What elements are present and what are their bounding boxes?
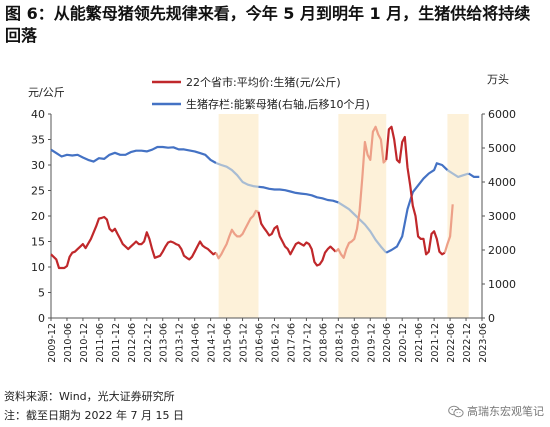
legend-price-label: 22个省市:平均价:生猪(元/公斤) [186,75,341,89]
x-tick-label: 2014-06 [191,323,202,363]
x-tick-label: 2012-12 [143,323,154,363]
right-tick-label: 4000 [488,176,516,189]
price-line-segment-3 [257,211,337,267]
sows-line-segment-5 [385,162,449,254]
x-tick-label: 2019-06 [350,323,361,363]
x-tick-label: 2009-12 [47,323,58,363]
price-line-segment-2 [215,209,259,260]
shaded-ranges [218,114,469,318]
sows-line-segment-4 [337,201,388,254]
x-tick-label: 2022-06 [446,323,457,363]
sows-line-segment-6 [446,169,470,178]
x-tick-label: 2021-06 [414,323,425,363]
legend-sows-label: 生猪存栏:能繁母猪(右轴,后移10个月) [186,97,370,111]
sows-line-segment-1 [50,145,217,164]
price-line-segment-4 [334,125,387,259]
shaded-range-2 [338,114,387,318]
date-note: 注：截至日期为 2022 年 7 月 15 日 [4,409,184,422]
price-line-segment-6 [443,204,454,254]
price-line-segment-5 [385,125,446,256]
right-tick-label: 0 [488,312,495,325]
x-tick-label: 2017-12 [302,323,313,363]
right-tick-label: 5000 [488,142,516,155]
x-tick-label: 2011-12 [111,323,122,363]
right-tick-label: 6000 [488,108,516,121]
axes: 0 5 10 15 20 25 30 35 40 0 1000 2000 3000 4000 5000 600… [28,73,516,363]
left-tick-label: 25 [31,185,45,198]
x-tick-label: 2015-12 [239,323,250,363]
left-tick-label: 15 [31,236,45,249]
x-tick-label: 2010-12 [79,323,90,363]
sows-line-segment-7 [468,172,480,178]
left-tick-label: 20 [31,210,45,223]
legend: 22个省市:平均价:生猪(元/公斤) 生猪存栏:能繁母猪(右轴,后移10个月) [152,75,370,111]
x-tick-label: 2019-12 [366,323,377,363]
left-tick-label: 30 [31,159,45,172]
x-tick-label: 2023-06 [478,323,489,363]
x-tick-label: 2017-06 [286,323,297,363]
price-line-segment-1 [50,215,217,270]
x-tick-label: 2020-06 [382,323,393,363]
left-tick-label: 5 [38,287,45,300]
left-tick-label: 40 [31,108,45,121]
chart-title: 图 6：从能繁母猪领先规律来看，今年 5 月到明年 1 月，生猪供给将持续回落 [5,4,531,45]
source-note: 资料来源：Wind，光大证券研究所 [4,390,175,403]
x-tick-label: 2022-12 [462,323,473,363]
right-axis-label: 万头 [487,73,509,86]
left-tick-label: 35 [31,134,45,147]
x-tick-label: 2011-06 [95,323,106,363]
watermark: 高瑞东宏观笔记 [448,403,544,419]
right-tick-label: 2000 [488,244,516,257]
x-tick-label: 2021-12 [430,323,441,363]
left-axis-label: 元/公斤 [28,86,65,99]
x-tick-label: 2018-06 [318,323,329,363]
shaded-range-3 [447,114,469,318]
left-tick-label: 0 [38,312,45,325]
left-tick-label: 10 [31,261,45,274]
x-tick-label: 2013-06 [159,323,170,363]
x-tick-label: 2018-12 [334,323,345,363]
x-tick-label: 2013-12 [175,323,186,363]
right-tick-label: 1000 [488,278,516,291]
sows-line-segment-3 [258,185,339,204]
series-lines [50,125,480,270]
x-tick-label: 2012-06 [127,323,138,363]
x-tick-label: 2015-06 [223,323,234,363]
sows-line-segment-2 [215,161,259,188]
x-tick-label: 2020-12 [398,323,409,363]
wechat-icon [448,405,464,417]
right-tick-label: 3000 [488,210,516,223]
watermark-text: 高瑞东宏观笔记 [467,405,544,418]
x-tick-label: 2010-06 [63,323,74,363]
x-tick-label: 2016-06 [255,323,266,363]
x-tick-label: 2014-12 [207,323,218,363]
x-tick-label: 2016-12 [270,323,281,363]
